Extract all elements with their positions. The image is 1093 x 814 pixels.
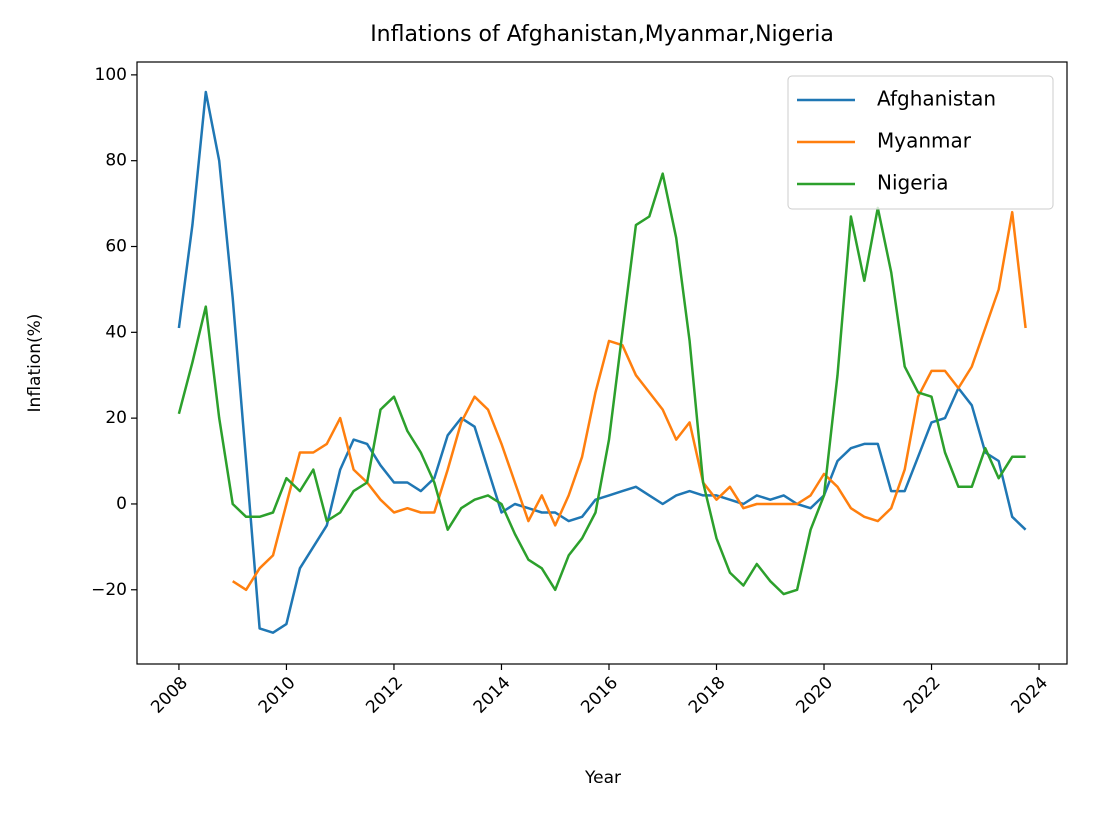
y-tick-label: −20 (91, 580, 127, 600)
y-tick-label: 20 (105, 408, 127, 428)
chart-title: Inflations of Afghanistan,Myanmar,Nigeri… (370, 22, 834, 47)
y-tick-label: 0 (116, 494, 127, 514)
y-tick-label: 100 (95, 65, 127, 85)
y-tick-label: 60 (105, 237, 127, 257)
y-tick-label: 80 (105, 151, 127, 171)
x-axis-label: Year (584, 768, 621, 788)
series-line (177, 172, 1026, 596)
legend-box (787, 75, 1054, 210)
y-axis-label: Inflation(%) (25, 314, 45, 413)
legend-label: Afghanistan (877, 87, 996, 111)
series-line (232, 210, 1027, 592)
series-line (177, 90, 1027, 634)
plot-frame (136, 61, 1068, 665)
legend-label: Nigeria (877, 171, 949, 195)
legend-label: Myanmar (877, 129, 972, 153)
y-tick-label: 40 (105, 322, 127, 342)
